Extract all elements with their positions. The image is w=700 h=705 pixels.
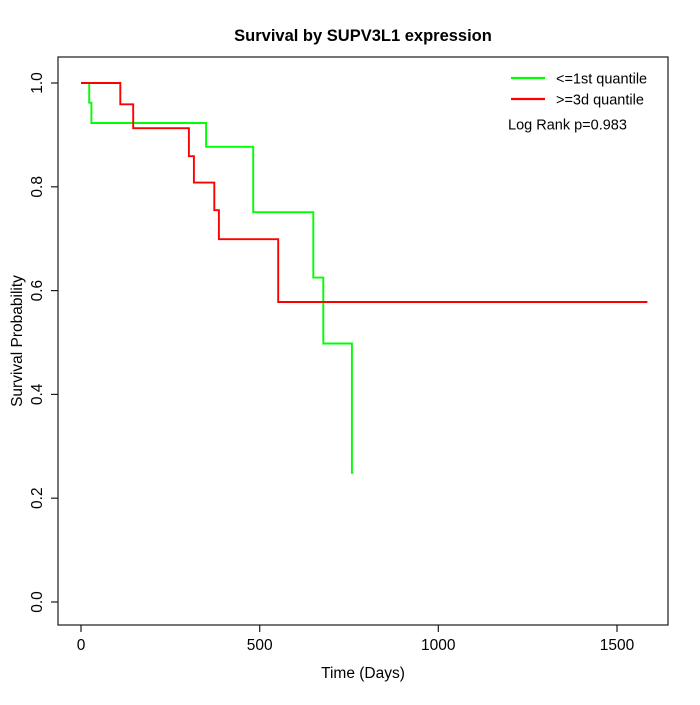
chart-title: Survival by SUPV3L1 expression [234, 27, 492, 45]
log-rank-pvalue: Log Rank p=0.983 [508, 118, 627, 134]
y-axis-label: Survival Probability [9, 275, 26, 407]
y-tick-label: 1.0 [29, 72, 46, 94]
y-tick-label: 0.8 [29, 176, 46, 198]
x-tick-label: 1500 [600, 637, 635, 654]
x-tick-label: 500 [247, 637, 273, 654]
x-tick-label: 1000 [421, 637, 456, 654]
survival-curve-high-expression [81, 82, 648, 303]
legend: <=1st quantile >=3d quantile Log Rank p=… [508, 72, 647, 134]
plot-box [57, 56, 669, 626]
y-tick-label: 0.6 [29, 280, 46, 302]
survival-curve-low-expression [81, 82, 354, 474]
y-tick-label: 0.0 [29, 591, 46, 613]
y-tick-label: 0.2 [29, 487, 46, 509]
x-tick-label: 0 [77, 637, 86, 654]
x-axis-label: Time (Days) [321, 665, 405, 682]
y-tick-label: 0.4 [29, 383, 46, 405]
legend-label-high-expression: >=3d quantile [556, 93, 644, 109]
survival-curves [81, 82, 648, 474]
x-axis-ticks: 0 500 1000 1500 [77, 625, 635, 654]
y-axis-ticks: 0.0 0.2 0.4 0.6 0.8 1.0 [29, 72, 58, 613]
legend-label-low-expression: <=1st quantile [556, 72, 647, 88]
